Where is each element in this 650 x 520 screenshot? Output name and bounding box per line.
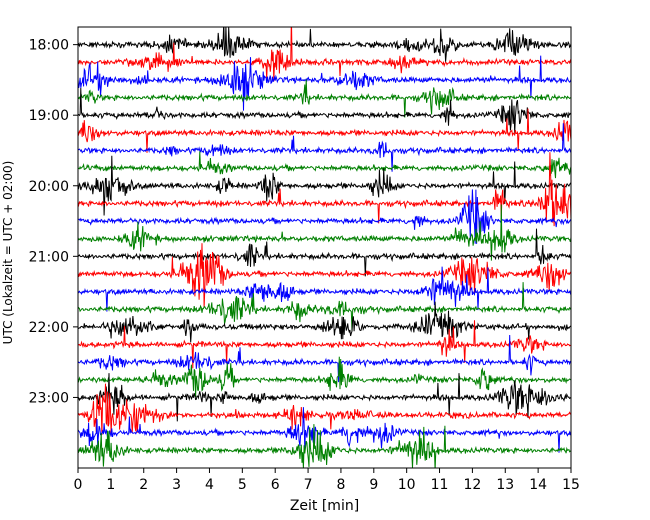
y-tick-label: 22:00: [29, 320, 69, 336]
y-tick-label: 20:00: [29, 179, 69, 195]
trace-line: [78, 301, 571, 343]
trace-line: [78, 27, 571, 82]
x-tick-label: 9: [369, 477, 378, 493]
trace-group: [78, 27, 571, 468]
trace-line: [78, 228, 571, 277]
x-tick-label: 10: [398, 477, 416, 493]
x-tick-label: 8: [336, 477, 345, 493]
trace-line: [78, 108, 571, 153]
y-axis-ticks: 18:00 19:00 20:00 21:00 22:00 23:00: [29, 38, 78, 406]
x-tick-label: 14: [529, 477, 547, 493]
y-axis-label: UTC (Lokalzeit = UTC + 02:00): [1, 161, 15, 345]
trace-line: [78, 373, 571, 422]
trace-line: [78, 424, 571, 468]
trace-line: [78, 155, 571, 216]
trace-line: [78, 383, 571, 436]
trace-line: [78, 152, 571, 227]
x-tick-label: 6: [271, 477, 280, 493]
x-tick-label: 13: [496, 477, 514, 493]
y-tick-label: 23:00: [29, 390, 69, 406]
trace-line: [78, 87, 571, 134]
x-tick-label: 3: [172, 477, 181, 493]
trace-line: [78, 320, 571, 369]
y-tick-label: 21:00: [29, 249, 69, 265]
trace-line: [78, 55, 571, 111]
trace-line: [78, 407, 571, 453]
trace-line: [78, 79, 571, 118]
trace-line: [78, 27, 571, 62]
x-tick-label: 1: [106, 477, 115, 493]
plot-frame: [77, 26, 572, 469]
trace-line: [78, 123, 571, 172]
trace-line: [78, 282, 571, 332]
trace-line: [78, 334, 571, 383]
x-tick-label: 0: [74, 477, 83, 493]
trace-line: [78, 356, 571, 398]
y-tick-label: 19:00: [29, 108, 69, 124]
y-tick-label: 18:00: [29, 38, 69, 54]
x-axis-ticks: 0 1 2 3 4 5 6 7 8 9 10 11 12 13 14 15: [74, 468, 580, 493]
trace-line: [78, 266, 571, 312]
x-tick-label: 12: [463, 477, 481, 493]
trace-line: [78, 151, 571, 179]
trace-line: [78, 243, 571, 308]
x-tick-label: 5: [238, 477, 247, 493]
x-tick-label: 4: [205, 477, 214, 493]
x-tick-label: 15: [562, 477, 580, 493]
trace-line: [78, 204, 571, 261]
trace-line: [78, 189, 571, 244]
x-tick-label: 2: [139, 477, 148, 493]
x-tick-label: 7: [304, 477, 313, 493]
x-axis-label: Zeit [min]: [290, 498, 359, 514]
x-tick-label: 11: [431, 477, 449, 493]
